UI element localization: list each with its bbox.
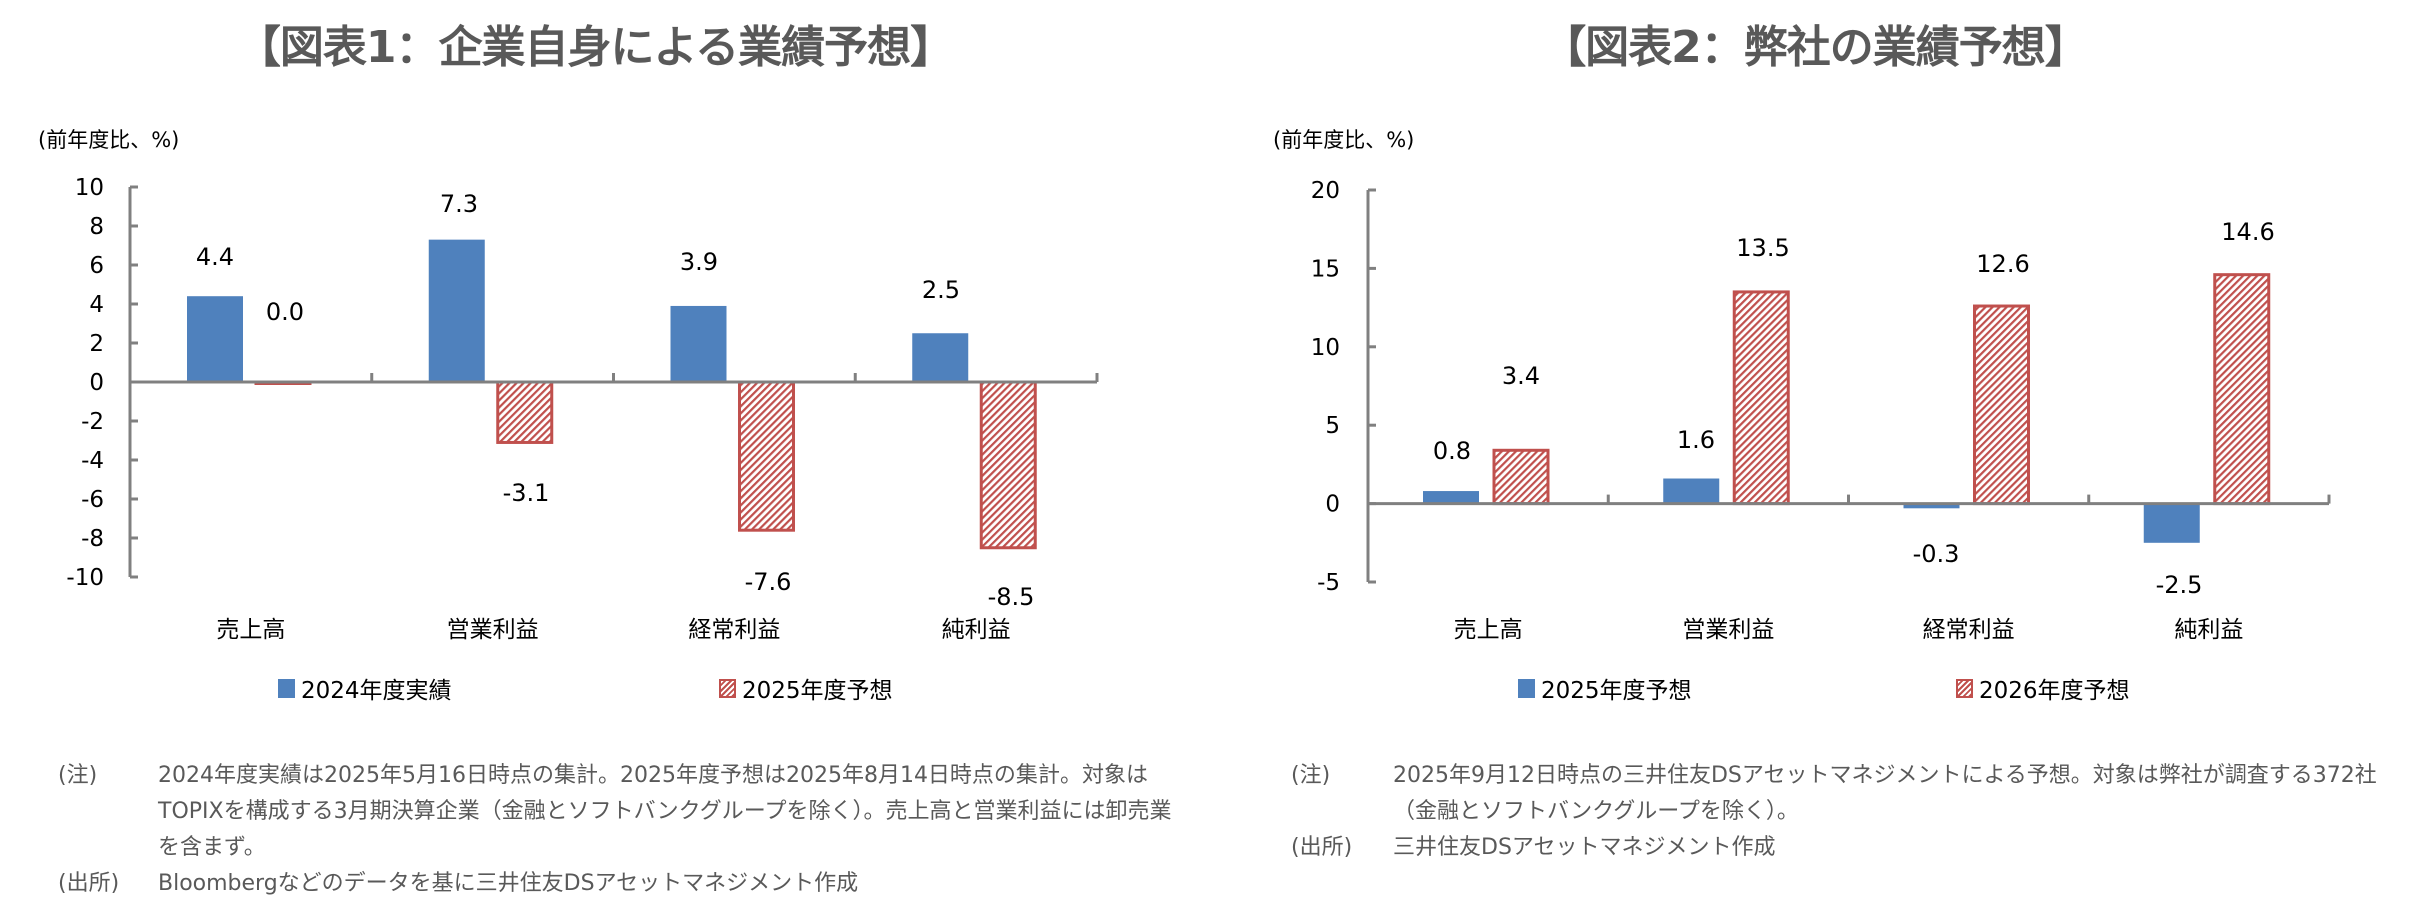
y-tick-label: 10	[75, 175, 104, 201]
y-tick-label: 2	[89, 331, 104, 357]
note-row: (注) 2025年9月12日時点の三井住友DSアセットマネジメントによる予想。対…	[1291, 758, 2411, 830]
legend-label: 2025年度予想	[742, 678, 893, 704]
data-label: -0.3	[1913, 540, 1960, 568]
bar-2-4	[2213, 273, 2271, 506]
data-label: 4.4	[196, 243, 234, 271]
data-label: 0.8	[1433, 437, 1471, 465]
y-tick-label: -6	[81, 487, 104, 513]
bar-2-4	[979, 380, 1037, 550]
bar-1-2	[1663, 478, 1720, 504]
y-tick-label: 4	[89, 292, 104, 318]
chart2-notes: (注) 2025年9月12日時点の三井住友DSアセットマネジメントによる予想。対…	[1291, 758, 2411, 866]
category-label: 売上高	[1454, 617, 1523, 643]
y-tick-label: -8	[81, 526, 104, 552]
category-label: 営業利益	[447, 617, 539, 643]
chart2-legend-series1: 2025年度予想	[1518, 672, 1692, 704]
bar-2-2	[496, 380, 554, 444]
bar-1-3	[670, 305, 727, 382]
y-tick-label: 15	[1311, 256, 1340, 282]
bar-1-4	[912, 333, 969, 382]
legend-label: 2024年度実績	[301, 678, 452, 704]
data-label: 1.6	[1677, 426, 1715, 454]
y-tick-label: 0	[1325, 492, 1340, 518]
bar-1-3	[1903, 503, 1960, 509]
note-key: (注)	[1291, 763, 1331, 788]
legend-swatch-hatched-icon	[1956, 678, 1973, 698]
chart1-title: 【図表1：企業自身による業績予想】	[236, 22, 954, 73]
source-key: (出所)	[58, 871, 120, 896]
legend-label: 2026年度予想	[1979, 678, 2130, 704]
bar-1-1	[187, 296, 243, 382]
legend-label: 2025年度予想	[1541, 678, 1692, 704]
note-row: (注) 2024年度実績は2025年5月16日時点の集計。2025年度予想は20…	[58, 758, 1188, 866]
data-label: 3.9	[680, 248, 718, 276]
source-text: Bloombergなどのデータを基に三井住友DSアセットマネジメント作成	[158, 871, 859, 896]
chart2-plot: 20 15 10 5 0 -5 0.8 1.6 -0.3 -2.5 3.4 13.5 12.6 14.6 売…	[1311, 178, 2331, 643]
source-text: 三井住友DSアセットマネジメント作成	[1393, 835, 1776, 860]
data-label: 3.4	[1502, 362, 1540, 390]
data-label: -7.6	[745, 568, 792, 596]
y-tick-label: 6	[89, 253, 104, 279]
chart1-legend-series1: 2024年度実績	[278, 672, 452, 704]
bar-1-4	[2143, 503, 2200, 543]
data-label: 2.5	[922, 276, 960, 304]
bar-1-2	[428, 239, 485, 382]
source-row: (出所) 三井住友DSアセットマネジメント作成	[1291, 830, 2411, 866]
chart1-plot: 10 8 6 4 2 0 -2 -4 -6 -8 -10 4.4 7.3 3.9 2.5 0.0 -3.1 -7.…	[66, 175, 1099, 643]
chart2-legend-series2: 2026年度予想	[1956, 672, 2130, 704]
bar-2-3	[738, 380, 795, 532]
chart1-notes: (注) 2024年度実績は2025年5月16日時点の集計。2025年度予想は20…	[58, 758, 1188, 902]
category-label: 経常利益	[1923, 617, 2015, 643]
note-text: 2025年9月12日時点の三井住友DSアセットマネジメントによる予想。対象は弊社…	[1393, 763, 2377, 824]
chart2-y-unit-label: (前年度比、%)	[1273, 128, 1415, 152]
bar-2-1	[1492, 448, 1550, 506]
legend-swatch-hatched-icon	[719, 678, 736, 698]
data-label: 13.5	[1736, 234, 1789, 262]
bar-2-2	[1732, 290, 1790, 506]
category-label: 純利益	[942, 617, 1011, 643]
chart1-y-unit-label: (前年度比、%)	[38, 128, 180, 152]
legend-swatch-solid-icon	[1518, 678, 1535, 698]
y-tick-label: -10	[66, 565, 104, 591]
y-tick-label: -5	[1317, 570, 1340, 596]
y-tick-label: 20	[1311, 178, 1340, 204]
y-tick-label: -2	[81, 409, 104, 435]
category-label: 営業利益	[1682, 617, 1774, 643]
source-key: (出所)	[1291, 835, 1353, 860]
note-text: 2024年度実績は2025年5月16日時点の集計。2025年度予想は2025年8…	[158, 763, 1172, 860]
chart2-title: 【図表2：弊社の業績予想】	[1542, 22, 2089, 73]
data-label: 7.3	[440, 190, 478, 218]
y-tick-label: 0	[89, 370, 104, 396]
source-row: (出所) Bloombergなどのデータを基に三井住友DSアセットマネジメント作…	[58, 866, 1188, 902]
data-label: 0.0	[266, 298, 304, 326]
y-tick-label: 8	[89, 214, 104, 240]
category-label: 純利益	[2174, 617, 2243, 643]
y-tick-label: 5	[1325, 413, 1340, 439]
bar-2-3	[1973, 304, 2030, 506]
data-label: -3.1	[503, 479, 550, 507]
category-label: 売上高	[216, 617, 285, 643]
bar-1-1	[1423, 491, 1479, 504]
chart1-legend-series2: 2025年度予想	[719, 672, 893, 704]
data-label: -2.5	[2156, 571, 2203, 599]
data-label: 14.6	[2221, 218, 2274, 246]
note-key: (注)	[58, 763, 98, 788]
category-label: 経常利益	[688, 617, 780, 643]
data-label: -8.5	[988, 583, 1035, 611]
data-label: 12.6	[1976, 250, 2029, 278]
legend-swatch-solid-icon	[278, 678, 295, 698]
y-tick-label: -4	[81, 448, 104, 474]
y-tick-label: 10	[1311, 335, 1340, 361]
